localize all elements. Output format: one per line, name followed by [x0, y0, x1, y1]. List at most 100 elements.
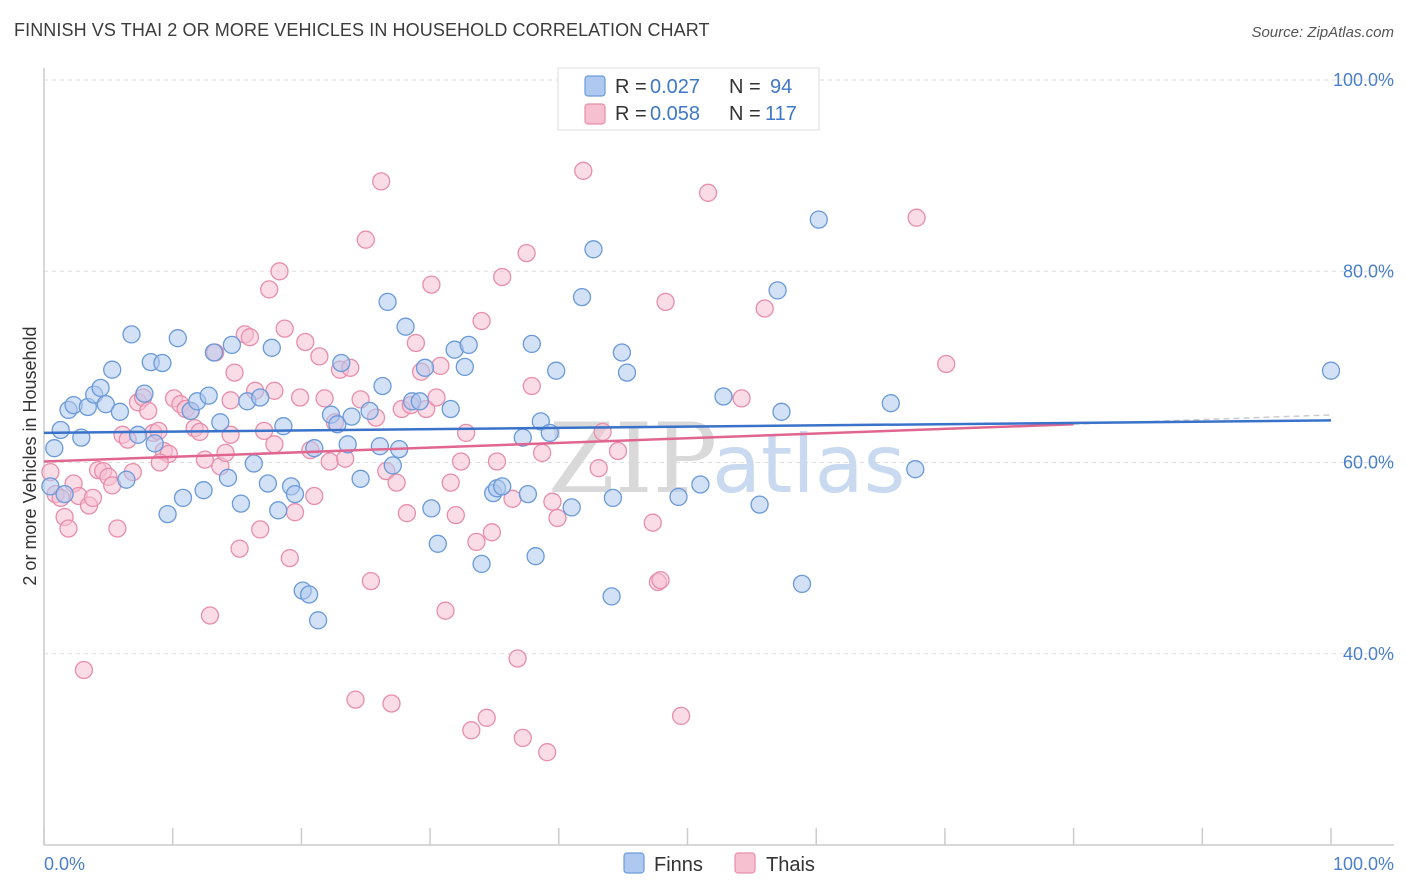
thais-point [240, 328, 260, 347]
thais-point [285, 503, 305, 522]
finns-point [110, 402, 130, 421]
thais-point [200, 606, 220, 625]
legend-finns-r-label: R = [615, 76, 647, 98]
legend-thais-n-value: 117 [765, 103, 797, 125]
thais-point [305, 486, 324, 506]
finns-point [750, 495, 769, 514]
thais-point [356, 230, 375, 249]
finns-point [360, 401, 379, 421]
finns-point [135, 384, 154, 403]
finns-point [809, 210, 828, 229]
thais-point [467, 532, 486, 552]
thais-point [513, 728, 532, 748]
thais-point [698, 183, 718, 202]
finns-point [91, 378, 110, 398]
finns-point [305, 439, 324, 458]
thais-point [397, 504, 417, 523]
thais-point [436, 601, 455, 620]
series-finns [41, 210, 1341, 630]
finns-point [332, 353, 351, 373]
legend-thais-r-label: R = [615, 103, 647, 125]
y-tick-label-100: 100.0% [1333, 70, 1394, 90]
watermark: ZIP atlas [548, 403, 905, 515]
x-tick-label-max: 100.0% [1333, 854, 1394, 874]
finns-point [396, 317, 415, 336]
finns-point [342, 407, 361, 426]
y-tick-label-40: 40.0% [1343, 644, 1394, 664]
x-ticks [43, 828, 1332, 845]
thais-point [59, 519, 78, 538]
finns-point [55, 484, 74, 504]
thais-point [290, 388, 310, 407]
finns-point [472, 554, 491, 574]
finns-point [1321, 361, 1341, 380]
finns-point [258, 474, 278, 493]
bottom-legend: Finns Thais [623, 852, 815, 876]
thais-point [574, 161, 593, 180]
finns-point [572, 287, 592, 307]
thais-point [651, 570, 670, 590]
finns-point [128, 425, 148, 444]
finns-point [122, 325, 141, 344]
thais-trend-line [43, 423, 1074, 463]
thais-point [472, 311, 491, 331]
legend-thais-r-value: 0.058 [650, 103, 700, 125]
thais-point [422, 275, 441, 294]
finns-point [222, 335, 242, 355]
finns-point [603, 488, 623, 508]
thais-point [431, 356, 450, 376]
thais-point [538, 743, 557, 762]
finns-point [691, 475, 710, 494]
finns-point [251, 388, 270, 407]
thais-point [548, 508, 567, 528]
finns-point [441, 399, 460, 419]
trend-lines [43, 414, 1332, 463]
finns-point [269, 501, 288, 520]
finns-point [204, 343, 224, 362]
thais-point [225, 363, 244, 382]
thais-point [532, 443, 552, 463]
source-label: Source: ZipAtlas.com [1251, 24, 1394, 41]
thais-point [280, 548, 299, 568]
finns-point [231, 494, 251, 513]
thais-point [270, 262, 289, 281]
thais-point [462, 721, 481, 740]
thais-point [441, 473, 460, 492]
finns-point [768, 281, 787, 300]
thais-point [265, 435, 284, 454]
chart-title: FINNISH VS THAI 2 OR MORE VEHICLES IN HO… [14, 20, 710, 40]
legend-finns-r-value: 0.027 [650, 76, 700, 98]
grid-lines [44, 79, 1394, 655]
finns-point [45, 439, 64, 458]
thais-point [320, 452, 339, 471]
finns-point [526, 547, 545, 566]
finns-point [584, 240, 603, 259]
finns-point [103, 360, 122, 379]
thais-point [907, 208, 926, 227]
thais-point [221, 391, 240, 410]
finns-point [522, 334, 541, 354]
thais-point [755, 299, 774, 318]
finns-point [262, 338, 281, 357]
finns-point [158, 504, 177, 524]
finns-point [285, 484, 305, 504]
thais-point [482, 523, 502, 542]
finns-point [274, 417, 293, 436]
thais-point [451, 452, 471, 471]
thais-point [216, 443, 235, 463]
thais-point [195, 450, 215, 469]
finns-point [328, 415, 347, 434]
thais-point [251, 520, 270, 539]
finns-point [410, 392, 429, 411]
finns-point [199, 386, 218, 405]
thais-point [260, 280, 279, 299]
thais-point [382, 694, 401, 713]
finns-point [51, 420, 70, 440]
thais-point [427, 388, 446, 407]
thais-point [937, 354, 956, 374]
finns-point [299, 585, 319, 604]
thais-point [315, 389, 334, 408]
thais-point [643, 513, 662, 532]
finns-point [96, 395, 115, 414]
thais-point [522, 376, 541, 396]
